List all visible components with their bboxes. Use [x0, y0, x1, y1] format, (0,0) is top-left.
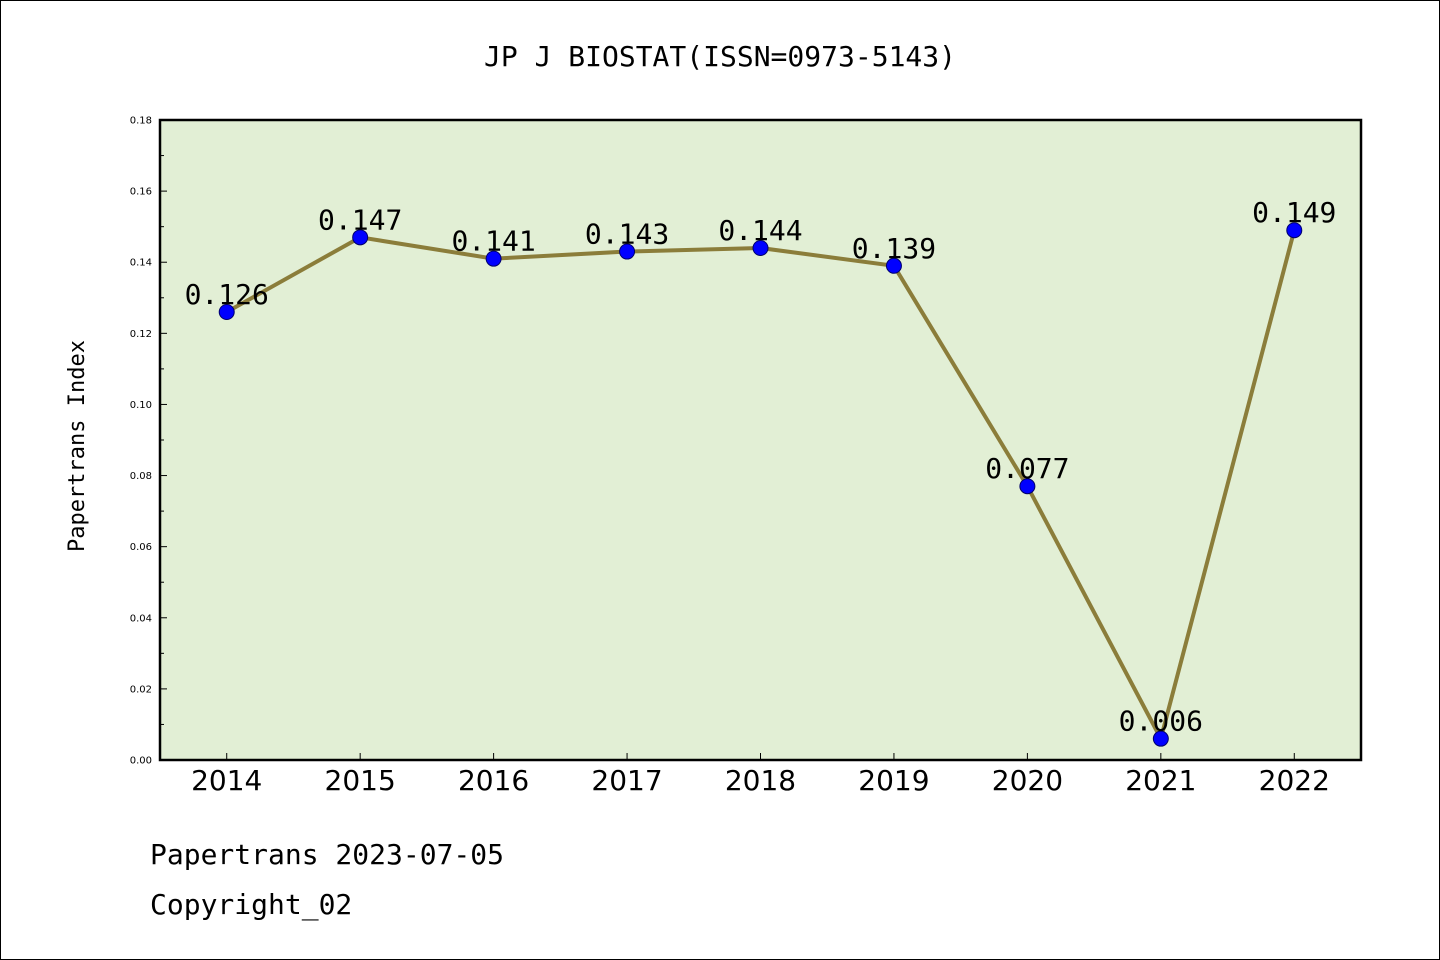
data-point: [752, 240, 769, 256]
data-label: 0.149: [1252, 196, 1336, 229]
chart-title: JP J BIOSTAT(ISSN=0973-5143): [484, 40, 956, 73]
x-tick-label: 2018: [725, 764, 796, 797]
data-label: 0.126: [185, 278, 269, 311]
data-label: 0.077: [985, 452, 1069, 485]
x-tick-label: 2014: [191, 764, 262, 797]
y-tick-label: 0.00: [130, 756, 152, 767]
y-tick-label: 0.08: [130, 471, 152, 482]
data-point: [1286, 222, 1303, 239]
x-tick-label: 2017: [591, 764, 662, 797]
footer-copyright: Copyright_02: [150, 888, 352, 922]
data-label: 0.141: [451, 225, 535, 258]
footer-date: Papertrans 2023-07-05: [150, 838, 504, 871]
plot-area: [160, 120, 1361, 760]
y-tick-label: 0.04: [130, 613, 152, 624]
data-point: [485, 250, 502, 267]
y-tick-label: 0.10: [130, 400, 152, 411]
x-axis-ticks: 2014 2015 2016 2017 2018 2019 2020 2021 2022: [191, 753, 1330, 797]
data-label: 0.143: [585, 218, 669, 251]
data-point: [885, 257, 902, 274]
data-label: 0.147: [318, 203, 402, 236]
data-point: [218, 304, 235, 320]
series-layer: 0.126 0.147 0.141 0.143 0.144 0.139 0.077 0.006…: [185, 196, 1336, 747]
x-tick-label: 2019: [858, 764, 929, 797]
y-tick-label: 0.18: [130, 116, 152, 127]
x-tick-label: 2015: [325, 764, 396, 797]
data-point: [1152, 730, 1169, 747]
data-label: 0.144: [718, 214, 802, 247]
data-point: [352, 229, 369, 246]
x-tick-label: 2020: [992, 764, 1063, 797]
x-tick-label: 2016: [458, 764, 529, 797]
plot-border: [158, 118, 1363, 762]
y-tick-label: 0.06: [130, 542, 152, 553]
data-label: 0.139: [852, 232, 936, 265]
y-tick-label: 0.16: [130, 187, 152, 198]
data-point: [1019, 478, 1036, 495]
x-tick-label: 2022: [1259, 764, 1330, 797]
y-tick-label: 0.02: [130, 684, 152, 695]
y-axis-label: Papertrans Index: [65, 340, 90, 552]
y-tick-label: 0.14: [130, 258, 152, 269]
data-label: 0.006: [1119, 705, 1203, 738]
data-point: [619, 243, 636, 260]
x-tick-label: 2021: [1125, 764, 1196, 797]
y-tick-label: 0.12: [130, 329, 152, 340]
